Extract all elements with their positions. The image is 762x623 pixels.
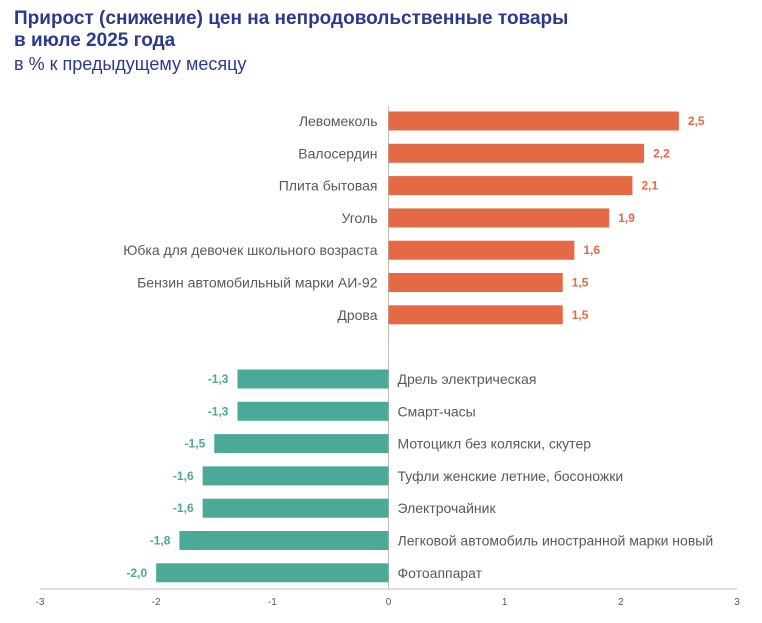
- category-label: Смарт-часы: [398, 403, 476, 419]
- category-label: Мотоцикл без коляски, скутер: [398, 436, 592, 452]
- category-label: Юбка для девочек школьного возраста: [123, 242, 377, 258]
- data-label: -1,3: [208, 404, 229, 418]
- category-label: Фотоаппарат: [398, 565, 483, 581]
- x-tick-label: 1: [502, 597, 508, 608]
- bar: [214, 434, 389, 454]
- category-label: Электрочайник: [398, 500, 497, 516]
- bar: [202, 498, 389, 518]
- data-label: 1,6: [583, 243, 600, 257]
- data-label: -1,3: [208, 372, 229, 386]
- category-label: Левомеколь: [299, 113, 378, 129]
- category-label: Дрель электрическая: [398, 371, 537, 387]
- bar: [388, 305, 563, 325]
- data-label: 1,5: [572, 276, 589, 290]
- category-label: Дрова: [337, 307, 377, 323]
- data-label: 2,2: [653, 146, 670, 160]
- category-label: Бензин автомобильный марки АИ-92: [137, 275, 378, 291]
- data-label: 2,1: [641, 179, 658, 193]
- category-label: Легковой автомобиль иностранной марки но…: [398, 533, 714, 549]
- bar: [388, 208, 610, 228]
- bar: [202, 466, 389, 486]
- data-label: -1,6: [173, 469, 194, 483]
- x-tick-label: 0: [386, 597, 392, 608]
- x-tick-label: -3: [36, 597, 45, 608]
- category-label: Плита бытовая: [279, 178, 378, 194]
- bar: [388, 273, 563, 292]
- bar: [179, 531, 389, 550]
- chart-title-line1: Прирост (снижение) цен на непродовольств…: [14, 8, 569, 29]
- bar: [388, 176, 633, 196]
- chart-title-line2: в июле 2025 года: [14, 30, 176, 51]
- category-label: Уголь: [341, 210, 377, 226]
- data-label: -2,0: [126, 566, 147, 580]
- x-tick-label: -2: [152, 597, 161, 608]
- x-tick-label: -1: [268, 597, 277, 608]
- data-label: 2,5: [688, 114, 705, 128]
- bar: [388, 240, 575, 260]
- data-label: 1,9: [618, 211, 635, 225]
- data-label: -1,8: [150, 534, 171, 548]
- bar: [237, 369, 389, 389]
- data-label: -1,5: [185, 437, 206, 451]
- data-label: -1,6: [173, 501, 194, 515]
- bar: [388, 111, 679, 131]
- bar: [388, 143, 645, 163]
- category-label: Туфли женские летние, босоножки: [398, 468, 624, 484]
- bar: [237, 401, 389, 421]
- chart-title: Прирост (снижение) цен на непродовольств…: [14, 8, 568, 52]
- chart-subtitle: в % к предыдущему месяцу: [14, 54, 247, 74]
- x-tick-label: 3: [734, 597, 740, 608]
- category-label: Валосердин: [298, 145, 377, 161]
- x-tick-label: 2: [618, 597, 624, 608]
- data-label: 1,5: [572, 308, 589, 322]
- bar: [156, 563, 389, 583]
